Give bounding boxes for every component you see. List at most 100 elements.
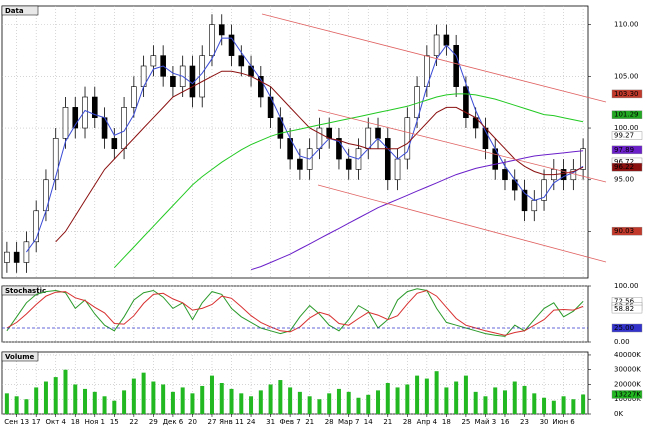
candle-body [4, 251, 10, 263]
volume-bar [73, 384, 78, 414]
candle-body [91, 96, 98, 118]
x-tick-label: 22 [129, 418, 138, 426]
x-tick-label: 27 [208, 418, 217, 426]
badge-label: 58.82 [614, 305, 634, 313]
candle-body [443, 34, 450, 46]
panel-frame [1, 5, 589, 279]
x-tick-label: Май 3 [475, 418, 497, 426]
value-badge [611, 304, 643, 314]
panel-title-box [1, 5, 39, 16]
volume-bar [170, 391, 175, 414]
volume-bar [502, 390, 507, 414]
x-tick-label: 21 [383, 418, 392, 426]
x-tick-label: 14 [364, 418, 373, 426]
panel-frame [1, 285, 589, 343]
candle-body [82, 96, 88, 129]
volume-bar [346, 391, 351, 414]
y-tick-label: 105.00 [614, 72, 639, 80]
candle-body [131, 86, 137, 108]
volume-bar [34, 387, 39, 414]
candle-body [326, 127, 332, 139]
volume-bar [131, 378, 136, 414]
x-tick-label: 15 [110, 418, 119, 426]
volume-bar [405, 384, 410, 414]
volume-bar [327, 393, 332, 414]
badge-label: 96.22 [614, 163, 634, 171]
x-tick-label: 28 [325, 418, 334, 426]
x-tick-label: 24 [247, 418, 256, 426]
x-tick-label: Фев 7 [280, 418, 301, 426]
candle-body [394, 158, 401, 181]
volume-bar [561, 396, 566, 414]
badge-label: 96.72 [614, 158, 634, 166]
trend-channel [261, 13, 607, 263]
volume-bar [434, 371, 439, 414]
candle-body [521, 189, 528, 212]
volume-bar [512, 381, 517, 414]
candle-body [502, 169, 508, 181]
volume-bar [278, 380, 283, 414]
channel-line [317, 184, 607, 263]
candle-body [560, 169, 567, 181]
candle-body [375, 127, 381, 139]
series-line [113, 93, 584, 269]
y-tick-label: 100.00 [614, 124, 639, 132]
candle-body [13, 251, 20, 263]
volume-bar [317, 399, 322, 414]
volume-bar [356, 397, 361, 414]
series-line [6, 289, 584, 336]
volume-bar [239, 393, 244, 414]
candle-body [199, 55, 206, 98]
volume-bar [141, 372, 146, 414]
volume-bar [307, 396, 312, 414]
volume-bar [102, 396, 107, 414]
value-badge [611, 390, 643, 399]
volume-bar [483, 396, 488, 414]
series-line [25, 37, 584, 253]
candle-body [170, 76, 176, 87]
candle-body [150, 55, 157, 67]
x-tick-label: Мар 7 [338, 418, 359, 426]
candle-body [111, 138, 118, 150]
panel-title: Volume [5, 353, 35, 361]
x-tick-label: 18 [442, 418, 451, 426]
value-badge [611, 323, 643, 333]
x-tick-label: 29 [149, 418, 158, 426]
volume-bar [92, 391, 97, 414]
candle-body [384, 138, 391, 181]
candle-body [316, 127, 323, 150]
y-tick-label: 40000K [614, 351, 641, 359]
series-line [6, 288, 584, 337]
volume-bar [424, 378, 429, 414]
candle-body [238, 55, 245, 67]
volume-bar [268, 384, 273, 414]
badge-label: 72.56 [614, 297, 635, 305]
y-tick-label: 0.00 [614, 338, 630, 346]
candle-body [433, 34, 440, 56]
y-tick-label: 20000K [614, 380, 641, 388]
volume-bar [229, 388, 234, 414]
x-tick-label: Окт 4 [45, 418, 66, 426]
badge-label: 90.03 [614, 227, 634, 235]
x-tick-label: 23 [520, 418, 529, 426]
x-tick-label: 25 [461, 418, 470, 426]
volume-bar [63, 369, 68, 414]
panel-title-box [1, 351, 39, 362]
candle-body [62, 107, 69, 139]
series-line [55, 70, 584, 243]
x-tick-label: Апр 4 [417, 418, 438, 426]
x-tick-label: 31 [266, 418, 275, 426]
panel-frame [1, 351, 589, 415]
value-badge [611, 226, 643, 236]
x-tick-label: 17 [32, 418, 41, 426]
volume-bar [258, 390, 263, 414]
volume-bar [83, 388, 88, 414]
volume-bar [151, 381, 156, 414]
volume-bar [24, 399, 29, 414]
volume-bar [395, 387, 400, 414]
volume-bar [522, 385, 527, 414]
y-tick-label: 95.00 [614, 176, 634, 184]
channel-line [317, 109, 607, 183]
volume-bar [415, 375, 420, 414]
x-tick-label: 20 [188, 418, 197, 426]
